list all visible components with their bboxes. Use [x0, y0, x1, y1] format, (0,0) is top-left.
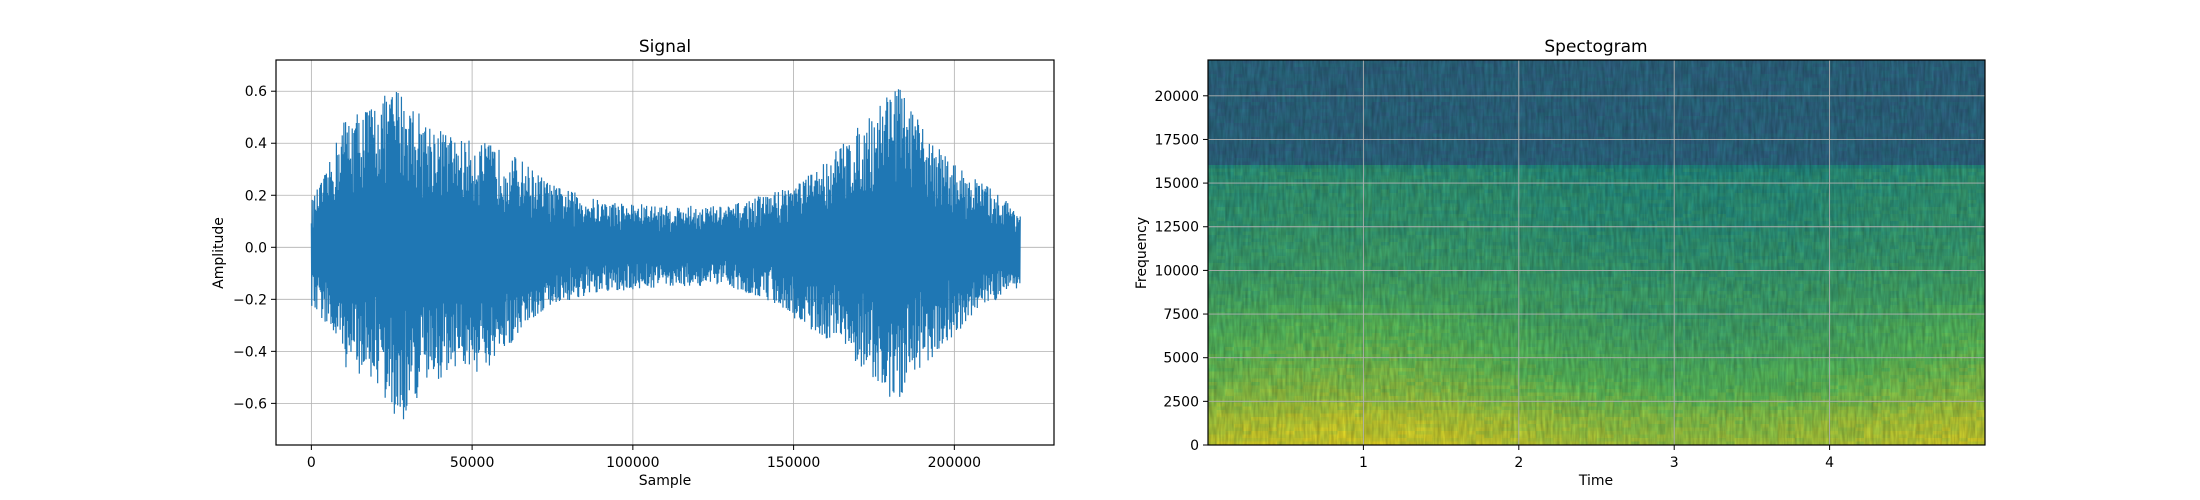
- signal-y-tick-label: −0.6: [233, 396, 267, 412]
- signal-x-axis-label: Sample: [639, 473, 692, 489]
- signal-y-tick-label: 0.0: [245, 240, 267, 256]
- signal-y-tick-label: 0.4: [245, 136, 267, 152]
- signal-x-tick-label: 0: [307, 455, 316, 471]
- signal-y-tick-label: 0.2: [245, 188, 267, 204]
- signal-x-tick-label: 150000: [767, 455, 820, 471]
- signal-subplot: 0 50000 100000 150000 200000 −0.6 −0.4 −0.2 0.0…: [211, 37, 1055, 489]
- signal-y-tick-label: 0.6: [245, 84, 267, 100]
- signal-x-axis: 0 50000 100000 150000 200000: [307, 445, 981, 471]
- signal-x-tick-label: 200000: [928, 455, 981, 471]
- signal-x-tick-label: 50000: [450, 455, 495, 471]
- signal-x-tick-label: 100000: [606, 455, 659, 471]
- signal-y-axis: −0.6 −0.4 −0.2 0.0 0.2 0.4 0.6: [233, 84, 276, 412]
- signal-y-tick-label: −0.4: [233, 344, 267, 360]
- signal-y-axis-label: Amplitude: [211, 217, 227, 289]
- signal-series: [310, 89, 1021, 420]
- signal-y-tick-label: −0.2: [233, 292, 267, 308]
- signal-axes-frame: [275, 59, 1055, 446]
- signal-title: Signal: [639, 37, 691, 57]
